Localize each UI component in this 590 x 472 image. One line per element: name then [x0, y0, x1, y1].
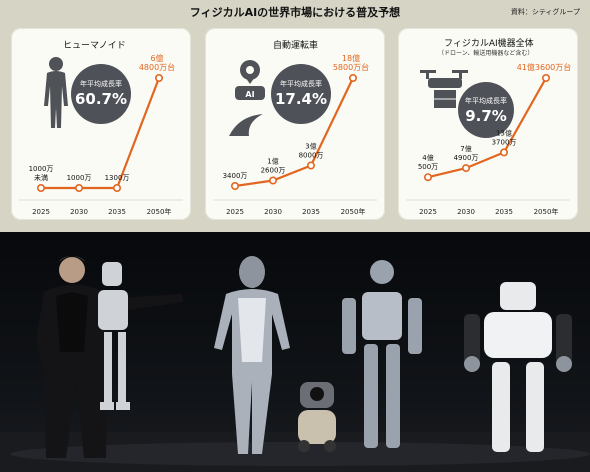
series-line [234, 77, 354, 188]
series-line [41, 77, 161, 190]
svg-text:AI: AI [245, 90, 254, 99]
x-tick-label: 2025 [226, 208, 244, 216]
x-tick-label: 2050年 [534, 207, 559, 216]
cagr-value: 9.7% [465, 107, 507, 125]
data-point [462, 164, 471, 173]
data-point [230, 182, 239, 191]
x-tick-label: 2035 [302, 208, 320, 216]
cagr-badge: 年平均成長率 60.7% [71, 64, 131, 124]
data-point [542, 73, 551, 82]
chart-panel-humanoid: ヒューマノイド 年平均成長率 60.7% 1000万未満 1000万 1300万 6億… [11, 28, 191, 220]
presenter-figure [36, 256, 183, 458]
x-tick-label: 2025 [32, 208, 50, 216]
chart-panel-physical-ai: フィジカルAI機器全体 （ドローン、輸送用機器など含む） 年平均成長率 9.7% [398, 28, 578, 220]
chart-humanoid: ヒューマノイド 年平均成長率 60.7% 1000万未満 1000万 1300万 6億… [19, 40, 183, 216]
data-point [75, 184, 84, 193]
chart-title: 自動運転車 [273, 39, 318, 51]
x-tick-label: 2025 [419, 208, 437, 216]
chart-title: フィジカルAI機器全体 [444, 37, 534, 49]
data-point [500, 148, 509, 157]
data-label: 41億3600万台 [517, 62, 572, 72]
humanoid-icon [44, 57, 68, 128]
data-label: 18億 5800万台 [333, 53, 369, 72]
data-point [423, 173, 432, 182]
data-label: 3億 8000万 [299, 142, 324, 160]
stage-photo [0, 232, 590, 472]
source-note: 資料：シティグループ [510, 8, 580, 16]
x-tick-label: 2030 [264, 208, 282, 216]
drone-icon [420, 70, 468, 108]
chart-area: フィジカルAIの世界市場における普及予想 資料：シティグループ ヒューマノイド … [0, 0, 590, 232]
data-label: 4億 500万 [418, 153, 438, 171]
data-label: 6億 4800万台 [139, 53, 175, 72]
small-droid-robot [298, 382, 336, 452]
x-tick-label: 2030 [70, 208, 88, 216]
cagr-value: 17.4% [275, 90, 327, 108]
x-tick-label: 2035 [495, 208, 513, 216]
cagr-value: 60.7% [75, 90, 127, 108]
data-point [269, 176, 278, 185]
cagr-label: 年平均成長率 [80, 79, 122, 88]
x-tick-label: 2050年 [341, 207, 366, 216]
x-tick-label: 2030 [457, 208, 475, 216]
cagr-label: 年平均成長率 [280, 79, 322, 88]
data-point [113, 184, 122, 193]
data-label: 3400万 [223, 172, 248, 180]
data-label: 13億 3700万 [492, 128, 517, 146]
white-robot-left [98, 262, 130, 410]
gray-humanoid-robot [214, 256, 290, 454]
chart-panel-autonomous-car: 自動運転車 AI 年平均成長率 17.4% 3400万 1億 2600 [205, 28, 385, 220]
silver-humanoid-robot [342, 260, 422, 448]
data-label: 1億 2600万 [261, 157, 286, 175]
chart-physical-ai: フィジカルAI機器全体 （ドローン、輸送用機器など含む） 年平均成長率 9.7% [406, 37, 572, 216]
series-line [427, 77, 547, 179]
data-label: 1000万 [67, 174, 92, 182]
data-label: 1300万 [105, 174, 130, 182]
data-point [36, 184, 45, 193]
data-point [155, 73, 164, 82]
x-tick-label: 2035 [108, 208, 126, 216]
cagr-badge: 年平均成長率 9.7% [458, 82, 514, 138]
car-road-icon: AI [229, 60, 265, 136]
chart-subtitle: （ドローン、輸送用機器など含む） [438, 49, 533, 57]
data-label: 1000万未満 [29, 165, 54, 182]
cagr-label: 年平均成長率 [465, 96, 507, 105]
page-title: フィジカルAIの世界市場における普及予想 [189, 6, 401, 19]
x-tick-label: 2050年 [147, 207, 172, 216]
cagr-badge: 年平均成長率 17.4% [271, 64, 331, 124]
white-atlas-robot [464, 282, 572, 452]
data-point [349, 73, 358, 82]
stage-illustration [0, 256, 590, 472]
data-point [307, 161, 316, 170]
data-label: 7億 4900万 [454, 144, 479, 162]
chart-title: ヒューマノイド [63, 40, 126, 51]
